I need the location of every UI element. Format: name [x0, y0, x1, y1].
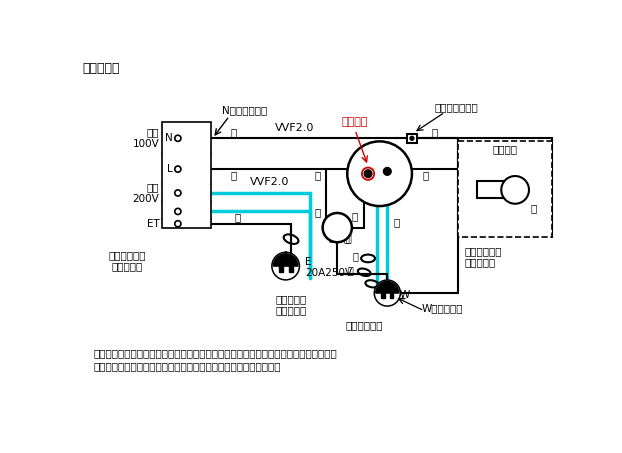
Text: 黒: 黒 — [329, 233, 335, 243]
Text: ロ: ロ — [348, 265, 353, 275]
Circle shape — [273, 254, 298, 279]
Text: 白: 白 — [352, 211, 358, 221]
Circle shape — [175, 221, 181, 227]
Text: 電線の色別は
問わない。: 電線の色別は 問わない。 — [464, 246, 502, 268]
Text: 黒: 黒 — [423, 170, 429, 180]
Text: 黒: 黒 — [315, 170, 321, 180]
Text: VVF2.0: VVF2.0 — [275, 122, 315, 133]
Text: 小で圧着: 小で圧着 — [341, 117, 368, 127]
Text: L: L — [167, 164, 174, 174]
Circle shape — [383, 168, 391, 175]
Text: Nの表示側に白: Nの表示側に白 — [222, 106, 267, 116]
Text: イ: イ — [531, 203, 537, 213]
Text: 受金ねじ部
の端子に白: 受金ねじ部 の端子に白 — [276, 294, 307, 315]
Circle shape — [410, 136, 414, 140]
Text: イ: イ — [352, 251, 358, 261]
Wedge shape — [376, 281, 399, 293]
Wedge shape — [273, 254, 298, 266]
Text: Wの表示に白: Wの表示に白 — [422, 304, 463, 313]
Circle shape — [323, 213, 352, 242]
Circle shape — [175, 190, 181, 196]
Text: 電線の色別は
問わない。: 電線の色別は 問わない。 — [108, 250, 146, 271]
Bar — [458, 140, 552, 237]
Text: ロ: ロ — [345, 233, 351, 243]
Circle shape — [374, 280, 401, 306]
Text: 白: 白 — [432, 127, 438, 137]
Circle shape — [364, 170, 372, 178]
Bar — [162, 122, 211, 228]
Text: されていれば、これ以外にも正解となる結線方法があります。: されていれば、これ以外にも正解となる結線方法があります。 — [93, 361, 281, 371]
Text: （注）上記の概念図及び複線図は一例であり、施工条件を満たし、電気的に正しく結線: （注）上記の概念図及び複線図は一例であり、施工条件を満たし、電気的に正しく結線 — [93, 348, 337, 358]
Text: 黒: 黒 — [315, 207, 321, 217]
Text: ET: ET — [147, 219, 159, 229]
Text: 白: 白 — [230, 127, 236, 137]
Text: VVF2.0: VVF2.0 — [250, 177, 290, 187]
Bar — [407, 134, 417, 143]
Circle shape — [175, 166, 181, 172]
Circle shape — [501, 176, 529, 204]
Text: W: W — [399, 290, 410, 300]
Text: 施工省略: 施工省略 — [493, 144, 518, 154]
Text: E
20A250V: E 20A250V — [305, 257, 352, 279]
Text: 黒: 黒 — [230, 170, 236, 180]
Circle shape — [175, 208, 181, 215]
Bar — [381, 289, 385, 299]
Circle shape — [272, 252, 300, 280]
Bar — [389, 289, 394, 299]
Text: 電源
100V: 電源 100V — [132, 127, 159, 149]
Text: 【複線図】: 【複線図】 — [82, 62, 120, 75]
Text: 差込形コネクタ: 差込形コネクタ — [435, 102, 478, 112]
Text: 白: 白 — [394, 217, 400, 227]
Bar — [279, 261, 282, 271]
Text: 緑: 緑 — [234, 212, 240, 222]
Text: わたり線は黒: わたり線は黒 — [345, 320, 383, 330]
Circle shape — [376, 281, 399, 304]
Text: N: N — [165, 133, 174, 143]
Bar — [289, 261, 292, 271]
Text: R: R — [331, 219, 343, 236]
Bar — [476, 181, 504, 198]
Text: 電源
200V: 電源 200V — [132, 182, 159, 204]
Circle shape — [347, 141, 412, 206]
Text: ロ: ロ — [343, 233, 350, 243]
Circle shape — [175, 135, 181, 141]
